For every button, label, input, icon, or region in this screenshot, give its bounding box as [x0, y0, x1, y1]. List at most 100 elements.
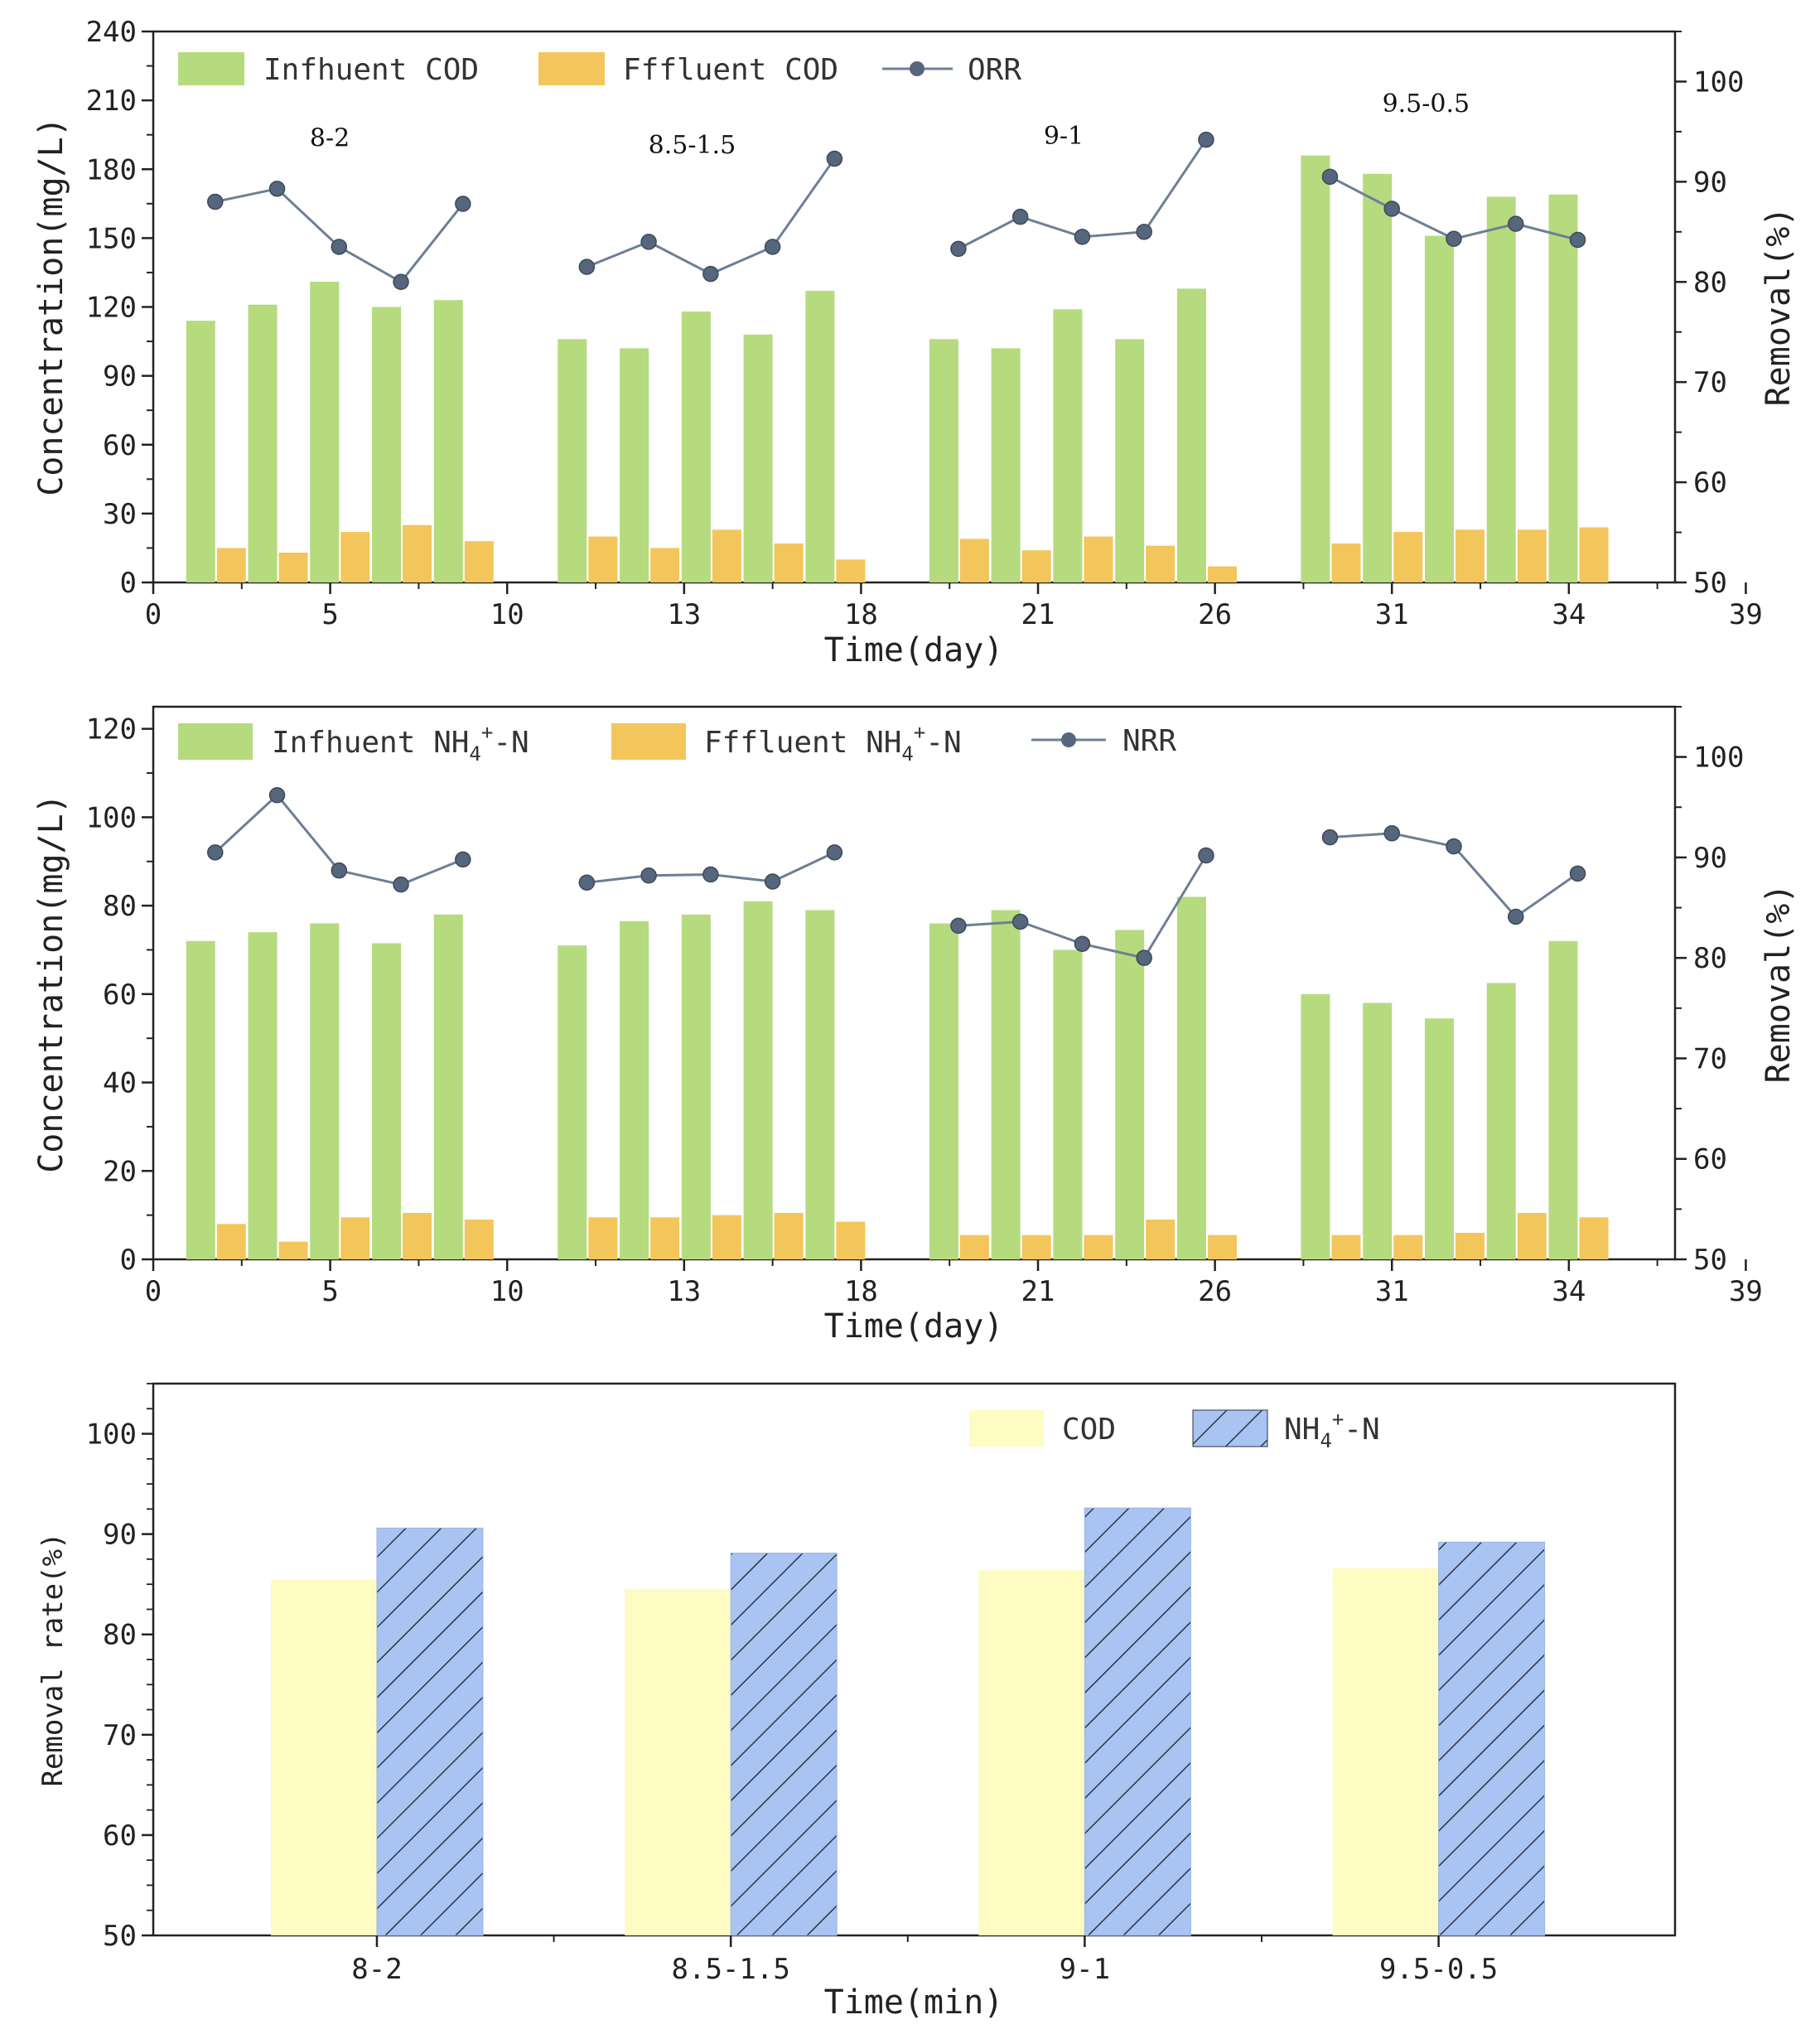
legend-effluent-sup: +	[914, 721, 925, 744]
y2-tick-label: 70	[1693, 366, 1727, 399]
group-label: 9-1	[1044, 122, 1084, 151]
influent-bar	[433, 914, 463, 1259]
removal-point	[331, 862, 348, 879]
effluent-bar	[774, 543, 804, 582]
x-tick-label: 8-2	[351, 1953, 402, 1986]
bars-layer	[270, 1507, 1546, 1936]
influent-bar	[248, 932, 278, 1259]
removal-point	[1198, 847, 1214, 864]
x-tick-label: 9.5-0.5	[1379, 1953, 1498, 1986]
effluent-bar	[1393, 1234, 1423, 1259]
influent-bar	[186, 321, 215, 582]
y-tick-label: 150	[86, 222, 137, 255]
removal-point	[826, 150, 843, 167]
effluent-bar	[712, 1215, 741, 1259]
y2-tick-label: 60	[1693, 466, 1727, 500]
y2-tick-label: 70	[1693, 1042, 1727, 1075]
effluent-bar	[959, 1234, 989, 1259]
legend-effluent-sub: 4	[901, 742, 913, 766]
effluent-bar	[650, 1217, 680, 1259]
effluent-bar	[278, 552, 308, 582]
influent-bar	[1363, 1003, 1393, 1259]
removal-point	[1508, 908, 1524, 925]
y2-tick-label: 100	[1693, 65, 1744, 99]
x-tick-label: 8.5-1.5	[672, 1953, 790, 1986]
legend-effluent-swatch	[611, 723, 686, 760]
legend: COD NH4+-N	[969, 1408, 1380, 1452]
effluent-bar	[959, 539, 989, 582]
effluent-bar	[403, 1212, 432, 1259]
panel-removal-rate: 8-2 8.5-1.5 9-1 9.5-0.5 50 60 70 80 90 100 Time(m…	[36, 1382, 1677, 2022]
removal-point	[950, 917, 967, 935]
y-tick-label: 100	[86, 1418, 137, 1452]
x-tick-label: 10	[490, 598, 524, 631]
panel-nh4: 0 20 40 60 80 100 120 50 60 70 80 90 100 0 5 10 13 18 21 26…	[32, 705, 1798, 1346]
x-axis-title: Time(min)	[824, 1983, 1004, 2022]
influent-bar	[805, 291, 835, 582]
effluent-bar	[1579, 527, 1609, 582]
effluent-bar	[464, 541, 494, 582]
influent-bar	[1486, 983, 1516, 1259]
effluent-bar	[1021, 1234, 1051, 1259]
y-tick-label: 120	[86, 292, 137, 325]
y-tick-label: 90	[103, 360, 137, 394]
removal-point	[1011, 208, 1029, 225]
y2-tick-label: 100	[1693, 742, 1744, 775]
effluent-bar	[712, 529, 741, 582]
x-tick-label: 26	[1198, 598, 1232, 631]
cod-bar	[978, 1570, 1085, 1935]
removal-point	[1446, 230, 1462, 248]
y-tick-label: 30	[103, 498, 137, 531]
y2-tick-label: 60	[1693, 1143, 1727, 1176]
removal-point	[207, 193, 224, 210]
x-tick-label: 39	[1729, 1275, 1763, 1308]
legend: Infhuent NH4+-N Fffluent NH4+-N NRR	[178, 721, 1176, 766]
influent-bar	[743, 334, 773, 582]
y2-axis-title: Removal(%)	[1760, 884, 1798, 1084]
x-tick-label: 21	[1021, 1275, 1055, 1308]
y-tick-label: 120	[86, 713, 137, 746]
nh4-bar	[730, 1553, 838, 1936]
y-tick-label: 0	[120, 567, 137, 600]
legend-cod-label: COD	[1062, 1413, 1116, 1447]
axes-layer: 0 30 60 90 120 150 180 210 240 50 60 70 80 90 100 0 5 10 1…	[86, 16, 1763, 631]
removal-point	[764, 873, 781, 890]
influent-bar	[929, 923, 958, 1259]
removal-point	[950, 240, 967, 258]
x-axis-title: Time(day)	[824, 1307, 1004, 1346]
influent-bar	[681, 312, 711, 582]
legend-effluent-swatch	[538, 52, 605, 85]
x-tick-label: 18	[844, 598, 878, 631]
effluent-bar	[836, 1221, 866, 1259]
y-tick-label: 100	[86, 801, 137, 834]
effluent-bar	[1517, 1212, 1547, 1259]
effluent-bar	[1146, 1219, 1176, 1259]
y2-axis-title: Removal(%)	[1760, 207, 1798, 407]
y2-tick-label: 90	[1693, 166, 1727, 199]
legend-influent-swatch	[178, 52, 244, 85]
y-tick-label: 90	[103, 1519, 137, 1552]
effluent-bar	[1455, 1232, 1485, 1259]
removal-point	[1508, 215, 1524, 232]
removal-point	[1198, 131, 1214, 148]
legend-effluent-text: Fffluent NH	[704, 726, 901, 760]
influent-bar	[1115, 930, 1145, 1259]
effluent-bar	[1331, 1234, 1361, 1259]
legend-cod-swatch	[969, 1410, 1044, 1447]
group-label: 9.5-0.5	[1383, 89, 1470, 118]
y-tick-label: 240	[86, 16, 137, 49]
group-label: 8.5-1.5	[649, 131, 736, 160]
removal-point	[1136, 949, 1152, 966]
legend-influent-swatch	[178, 723, 253, 760]
y2-tick-label: 80	[1693, 266, 1727, 299]
legend-nh4-sup: +	[1332, 1408, 1344, 1431]
removal-point	[1136, 224, 1152, 240]
influent-bar	[620, 920, 649, 1259]
y-tick-label: 60	[103, 1819, 137, 1853]
influent-bar	[372, 307, 402, 582]
removal-point	[640, 867, 657, 884]
effluent-bar	[1207, 1234, 1237, 1259]
nh4-bar	[1438, 1541, 1546, 1936]
x-tick-label: 0	[145, 598, 162, 631]
influent-bar	[1424, 235, 1454, 582]
